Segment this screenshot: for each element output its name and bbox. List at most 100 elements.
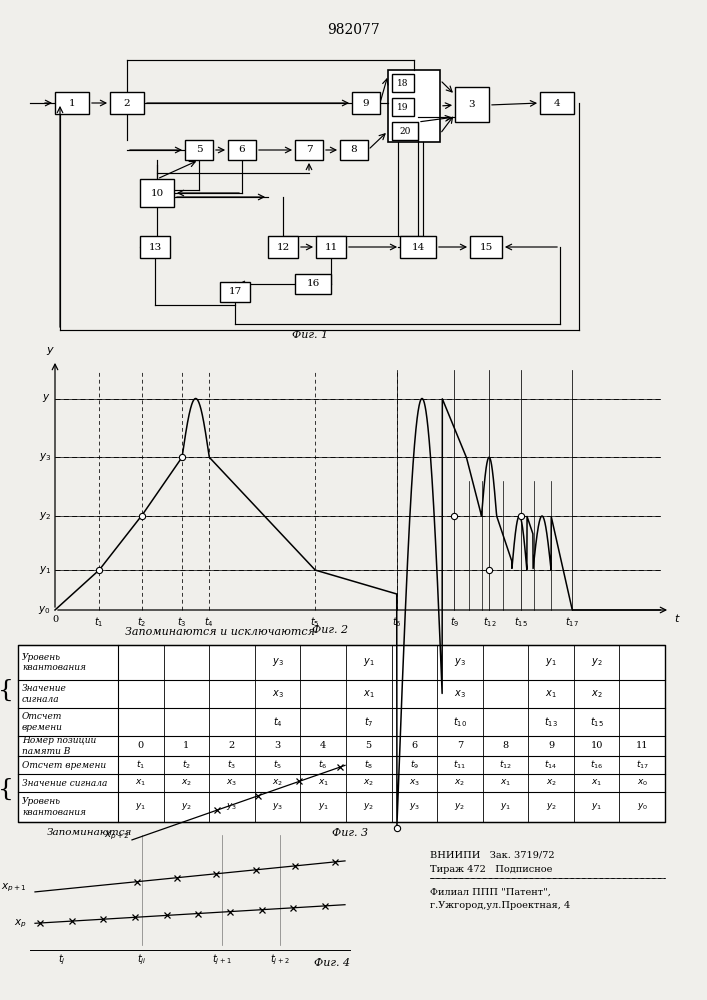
Text: $t_j$: $t_j$ [58, 953, 66, 967]
Text: Филиал ППП "Патент",: Филиал ППП "Патент", [430, 888, 551, 896]
Text: 9: 9 [548, 742, 554, 750]
Text: Фиг. 4: Фиг. 4 [314, 958, 350, 968]
Text: $t_4$: $t_4$ [273, 715, 282, 729]
Text: $y_1$: $y_1$ [317, 802, 329, 812]
Text: $x_{p+1}$: $x_{p+1}$ [1, 881, 27, 894]
Bar [140, 179, 174, 207]
Text: 982077: 982077 [327, 23, 380, 37]
Text: 5: 5 [366, 742, 372, 750]
Text: $t_{17}$: $t_{17}$ [566, 615, 579, 629]
Text: Фиг. 3: Фиг. 3 [332, 828, 368, 838]
Text: $y_2$: $y_2$ [39, 510, 51, 522]
Text: $x_1$: $x_1$ [500, 778, 511, 788]
Text: $x_2$: $x_2$ [181, 778, 192, 788]
Text: $x_2$: $x_2$ [591, 688, 602, 700]
Text: $x_2$: $x_2$ [546, 778, 556, 788]
Text: $y_0$: $y_0$ [636, 802, 648, 812]
Text: $t_{15}$: $t_{15}$ [590, 715, 604, 729]
Bar [470, 236, 502, 258]
Text: $y_3$: $y_3$ [272, 802, 283, 812]
Text: 20: 20 [399, 126, 411, 135]
Text: $y_3$: $y_3$ [271, 656, 284, 668]
Text: $t_8$: $t_8$ [364, 759, 373, 771]
Bar [228, 140, 256, 160]
Text: $t_4$: $t_4$ [204, 615, 214, 629]
Bar [140, 236, 170, 258]
Text: $x_2$: $x_2$ [363, 778, 374, 788]
Text: Фиг. 1: Фиг. 1 [292, 330, 328, 340]
Text: $t_2$: $t_2$ [182, 759, 191, 771]
Text: $t_{13}$: $t_{13}$ [544, 715, 558, 729]
Text: $x_0$: $x_0$ [636, 778, 648, 788]
Text: $x_3$: $x_3$ [271, 688, 284, 700]
Text: Значение сигнала: Значение сигнала [22, 778, 107, 788]
Text: 17: 17 [228, 288, 242, 296]
Text: {: { [0, 679, 14, 702]
Bar [400, 236, 436, 258]
Bar [392, 98, 414, 116]
Text: $t_6$: $t_6$ [392, 615, 402, 629]
Text: $y_1$: $y_1$ [591, 802, 602, 812]
Text: $t_{11}$: $t_{11}$ [453, 759, 467, 771]
Text: 18: 18 [397, 79, 409, 88]
Text: $t_{j+1}$: $t_{j+1}$ [212, 953, 232, 967]
Text: Запоминаются: Запоминаются [47, 828, 133, 837]
Text: Фиг. 2: Фиг. 2 [312, 625, 348, 635]
Text: $y_3$: $y_3$ [39, 451, 51, 463]
Text: $t_{17}$: $t_{17}$ [636, 759, 649, 771]
Text: 11: 11 [325, 242, 338, 251]
Bar [316, 236, 346, 258]
Text: 0: 0 [138, 742, 144, 750]
Text: $x_3$: $x_3$ [409, 778, 420, 788]
Text: ВНИИПИ   Зак. 3719/72: ВНИИПИ Зак. 3719/72 [430, 850, 554, 859]
Text: $y_2$: $y_2$ [546, 802, 556, 812]
Text: $y_1$: $y_1$ [363, 656, 375, 668]
Text: 6: 6 [411, 742, 417, 750]
Text: 15: 15 [479, 242, 493, 251]
Text: $y_1$: $y_1$ [545, 656, 557, 668]
Bar [185, 140, 213, 160]
Text: $t_{12}$: $t_{12}$ [499, 759, 512, 771]
Text: Запоминаются и исключаются: Запоминаются и исключаются [125, 627, 315, 637]
Text: 7: 7 [457, 742, 463, 750]
Text: г.Ужгород,ул.Проектная, 4: г.Ужгород,ул.Проектная, 4 [430, 902, 571, 910]
Text: $y_3$: $y_3$ [409, 802, 420, 812]
Text: 2: 2 [124, 99, 130, 107]
Text: 16: 16 [306, 279, 320, 288]
Text: 10: 10 [590, 742, 603, 750]
Text: 3: 3 [469, 100, 475, 109]
Text: 4: 4 [320, 742, 326, 750]
Text: 0: 0 [52, 615, 58, 624]
Bar [220, 282, 250, 302]
Bar [295, 274, 331, 294]
Text: $x_p$: $x_p$ [14, 917, 27, 930]
Text: Значение
сигнала: Значение сигнала [22, 684, 67, 704]
Text: 4: 4 [554, 99, 561, 107]
Text: 3: 3 [274, 742, 281, 750]
Text: 1: 1 [69, 99, 76, 107]
Text: $y$: $y$ [45, 345, 54, 357]
Bar [392, 74, 414, 92]
Text: 1: 1 [183, 742, 189, 750]
Text: $x_3$: $x_3$ [226, 778, 238, 788]
Text: {: { [0, 778, 14, 800]
Bar [392, 122, 418, 140]
Text: $x_1$: $x_1$ [135, 778, 146, 788]
Bar [352, 92, 380, 114]
Bar [55, 92, 89, 114]
Bar [18, 645, 665, 822]
Text: $t_1$: $t_1$ [95, 615, 104, 629]
Text: $t_{14}$: $t_{14}$ [544, 759, 558, 771]
Text: $x_1$: $x_1$ [317, 778, 329, 788]
Text: $t_{j+2}$: $t_{j+2}$ [270, 953, 289, 967]
Bar [340, 140, 368, 160]
Text: 8: 8 [351, 145, 357, 154]
Text: $t_6$: $t_6$ [318, 759, 328, 771]
Text: $y_1$: $y_1$ [39, 564, 51, 576]
Text: $y_2$: $y_2$ [591, 656, 602, 668]
Text: 14: 14 [411, 242, 425, 251]
Text: $x_1$: $x_1$ [591, 778, 602, 788]
Text: $y_1$: $y_1$ [500, 802, 511, 812]
Bar [455, 87, 489, 122]
Text: $t$: $t$ [674, 612, 681, 624]
